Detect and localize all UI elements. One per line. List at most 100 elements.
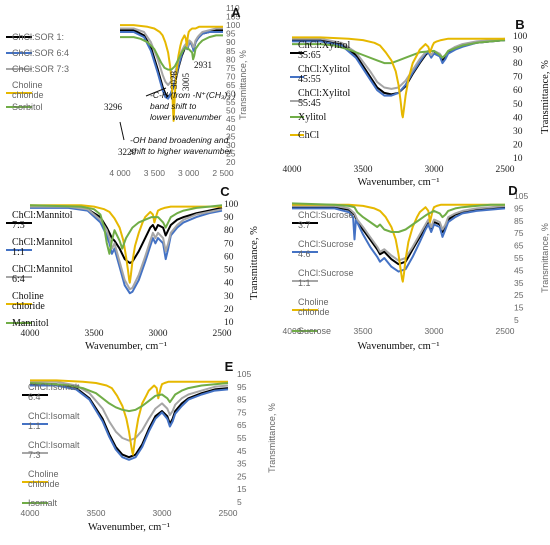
annotation-arrow — [119, 121, 125, 141]
x-tick-label: 4000 — [283, 165, 302, 175]
legend-label: Choline — [12, 291, 44, 302]
annotation-text: -C-H (from -N⁺(CH₃)₃ ) — [150, 90, 236, 100]
x-tick-label: 3 000 — [178, 168, 200, 178]
x-tick-label: 2500 — [213, 329, 232, 339]
y-tick-label: 40 — [226, 123, 236, 133]
series-line — [292, 39, 506, 65]
legend-label: 6:4 — [28, 392, 41, 402]
y-tick-label: 60 — [226, 89, 236, 99]
panel-a: 2025303540455055606570758085909510010511… — [6, 3, 248, 178]
y-tick-label: 90 — [513, 46, 523, 56]
y-tick-label: 105 — [514, 191, 528, 201]
series-line — [30, 205, 223, 291]
series-line — [30, 380, 229, 442]
legend-label: Sucrose — [298, 326, 331, 336]
series-line — [30, 206, 223, 295]
y-tick-label: 20 — [224, 305, 234, 315]
series-line — [120, 34, 223, 71]
x-tick-label: 2500 — [496, 326, 515, 336]
y-tick-label: 50 — [224, 266, 234, 276]
legend-label: Isomalt — [28, 498, 58, 508]
y-tick-label: 95 — [226, 29, 236, 39]
series-line — [292, 207, 506, 273]
legend-label: ChCl:Sucrose — [298, 210, 354, 220]
series-line — [292, 206, 506, 266]
legend-item: Sucrose — [292, 326, 331, 336]
y-tick-label: 85 — [226, 46, 236, 56]
panel-label: E — [225, 359, 234, 374]
y-tick-label: 100 — [513, 32, 528, 42]
legend-label: Choline — [28, 469, 59, 479]
series-line — [292, 203, 505, 283]
legend: ChCl:Mannitol7:3ChCl:Mannitol1:1ChCl:Man… — [6, 210, 73, 329]
y-tick-label: 65 — [237, 420, 247, 430]
legend-label: ChCl:Isomalt — [28, 382, 80, 392]
legend-label: ChCl:Mannitol — [12, 210, 73, 221]
y-axis-label: Transmittance, % — [267, 403, 277, 473]
annotation-text: -OH band broadening and — [130, 135, 229, 145]
series-line — [29, 382, 229, 413]
y-tick-label: 65 — [514, 241, 524, 251]
y-axis-label: Transmittance, % — [540, 223, 550, 293]
legend-label: 7:3 — [28, 450, 41, 460]
y-tick-label: 105 — [237, 369, 251, 379]
peak-label: 2931 — [194, 60, 212, 70]
panel-label: A — [231, 5, 241, 20]
y-tick-label: 55 — [226, 97, 236, 107]
x-tick-label: 4000 — [21, 329, 40, 339]
annotation-text: band shift to — [150, 101, 197, 111]
x-tick-label: 3000 — [425, 326, 444, 336]
y-tick-label: 85 — [237, 395, 247, 405]
legend-label: ChCl:SOR 6:4 — [12, 48, 69, 58]
legend-label: 4:6 — [298, 249, 311, 259]
y-tick-label: 45 — [226, 114, 236, 124]
legend-label: ChCl:SOR 7:3 — [12, 64, 69, 74]
series-line — [291, 202, 505, 233]
y-axis-label: Transmittance, % — [238, 50, 248, 120]
y-tick-label: 15 — [514, 303, 524, 313]
legend-label: ChCl:Xylitol — [298, 88, 350, 99]
series-line — [292, 36, 505, 119]
annotation-text: shift to higher wavenumber — [130, 146, 233, 156]
legend-label: 7:3 — [12, 220, 25, 231]
y-tick-label: 45 — [514, 265, 524, 275]
y-tick-label: 60 — [224, 252, 234, 262]
y-tick-label: 20 — [513, 140, 523, 150]
x-axis-label: Wavenumber, cm⁻¹ — [85, 341, 167, 352]
legend: ChCl:SOR 1: ChCl:SOR 6:4 ChCl:SOR 7:3 Choli… — [6, 32, 69, 112]
legend-label: Xylitol — [298, 112, 327, 123]
x-tick-label: 2 500 — [212, 168, 234, 178]
y-tick-label: 30 — [224, 292, 234, 302]
y-tick-label: 70 — [513, 73, 523, 83]
y-tick-label: 50 — [513, 100, 523, 110]
y-tick-label: 5 — [514, 315, 519, 325]
x-tick-label: 3000 — [425, 165, 444, 175]
legend-label: ChCl — [298, 130, 319, 141]
x-tick-label: 4 000 — [109, 168, 131, 178]
legend-label: ChCl:Mannitol — [12, 237, 73, 248]
y-tick-label: 60 — [513, 86, 523, 96]
peak-label: 3028 — [169, 71, 179, 90]
y-tick-label: 65 — [226, 80, 236, 90]
panel-b: 10 20 30 40 50 60 70 80 90 100 4000 3500 3000 2500 Wav… — [283, 17, 550, 188]
legend-item: Xylitol — [290, 112, 327, 123]
legend-item: Sorbitol — [6, 102, 43, 112]
y-axis-label: Transmittance, % — [249, 226, 260, 300]
peak-label: 3005 — [181, 73, 191, 92]
x-tick-label: 3500 — [354, 165, 373, 175]
legend-label: chloride — [298, 307, 330, 317]
y-axis-label: Transmittance, % — [540, 60, 550, 134]
panel-c: 10 20 30 40 50 60 70 80 90 100 4000 3500 3000 2500 Wav… — [6, 184, 260, 352]
legend-item: ChCl:SOR 7:3 — [6, 64, 69, 74]
x-tick-label: 3500 — [354, 326, 373, 336]
legend-item: ChCl:SOR 6:4 — [6, 48, 69, 58]
peak-label: 3220 — [118, 147, 137, 157]
